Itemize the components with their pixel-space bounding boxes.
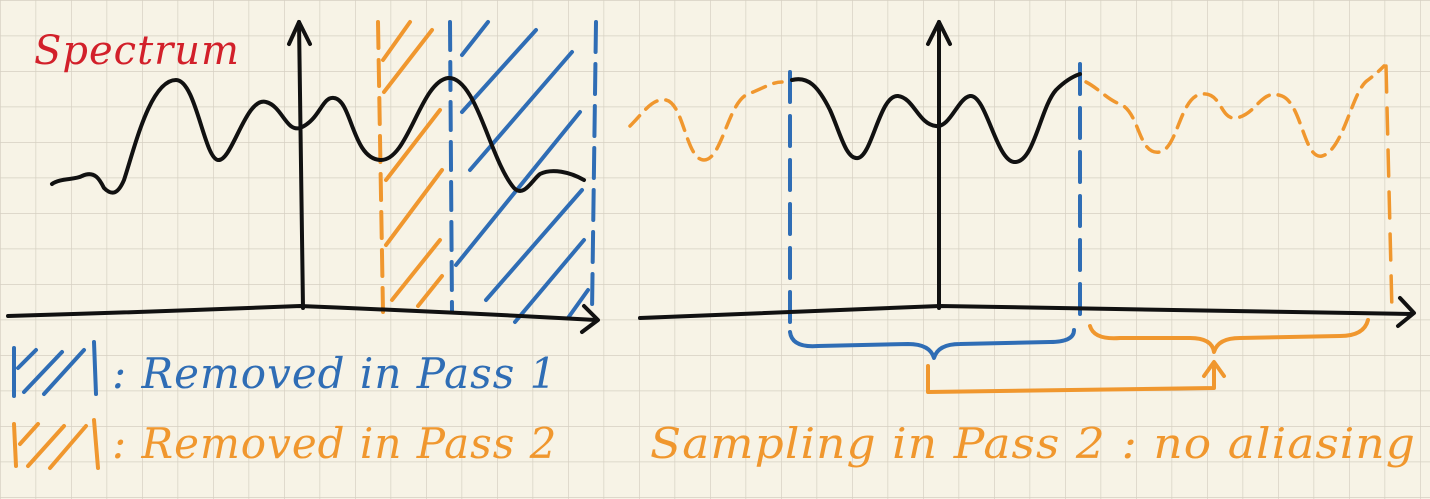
legend-label-pass2: : Removed in Pass 2 [112,419,557,468]
spectrum-curve-left [50,75,586,195]
spectrum-shift-arrow [926,360,1226,394]
right-x-axis-arrowhead [1396,296,1416,328]
spectrum-replica-right [1084,64,1386,158]
replica-band-right-edge [1384,64,1394,314]
spectrum-replica-left [628,80,784,162]
passband-boundaries [788,62,1082,332]
legend-swatch-pass1 [12,340,98,398]
left-x-axis-arrowhead [580,304,600,334]
spectrum-title: Spectrum [34,28,240,74]
passband-brace-blue [788,328,1076,360]
legend-swatch-pass2 [12,418,100,470]
pass1-removed-region-left [448,20,598,324]
right-x-axis [638,304,1414,320]
sampling-caption: Sampling in Pass 2 : no aliasing [650,419,1416,468]
left-axes [6,20,600,334]
spectrum-replica-curves [628,64,1394,314]
right-axes [638,20,1416,328]
left-y-axis-arrowhead [287,20,312,46]
pass2-removed-region-left [376,20,444,314]
spectrum-curve-right [790,72,1082,164]
left-x-axis [6,304,598,322]
replica-brace-orange [1088,318,1370,354]
right-y-axis-arrowhead [926,20,952,46]
legend-label-pass1: : Removed in Pass 1 [112,349,557,398]
left-y-axis [297,20,305,310]
